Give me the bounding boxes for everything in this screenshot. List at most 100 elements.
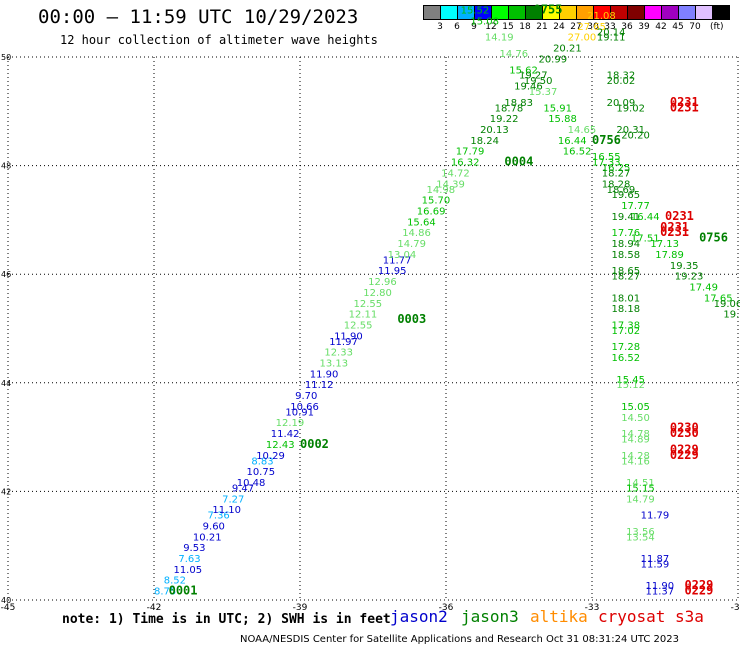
wave-height-value: 11.90 — [646, 581, 675, 592]
legend-unit: (ft) — [710, 22, 724, 32]
wave-height-value: 18.69 — [607, 185, 636, 196]
wave-height-value: 14.72 — [441, 168, 470, 179]
x-tick-label: -39 — [293, 603, 308, 613]
wave-height-value: 20.21 — [553, 44, 582, 55]
wave-height-value: 20.99 — [538, 54, 567, 65]
wave-height-value: 15.91 — [543, 103, 572, 114]
wave-height-value: 17.13 — [650, 239, 679, 250]
data-points: 8.758.5211.057.639.5310.219.607.3611.107… — [154, 6, 740, 598]
wave-height-value: 21.08 — [587, 11, 616, 22]
time-mark: 0230 — [670, 421, 699, 435]
footer-credit: NOAA/NESDIS Center for Satellite Applica… — [240, 634, 679, 645]
wave-height-value: 14.79 — [626, 494, 655, 505]
wave-height-value: 11.77 — [383, 255, 412, 266]
wave-height-value: 18.94 — [611, 239, 640, 250]
wave-height-value: 10.29 — [256, 451, 285, 462]
wave-height-value: 15.08 — [470, 16, 499, 27]
wave-height-value: 11.12 — [305, 380, 334, 391]
wave-height-value: 9.53 — [183, 543, 205, 554]
time-mark: 0756 — [699, 231, 728, 245]
axis-ticks: -45 -42 -39 -36 -33 -30 40 42 44 46 48 50 — [1, 53, 740, 613]
wave-height-value: 18.65 — [611, 266, 640, 277]
x-tick-label: -42 — [147, 603, 162, 613]
wave-height-value: 7.63 — [178, 554, 200, 565]
wave-height-value: 11.90 — [310, 369, 339, 380]
wave-height-value: 10.21 — [193, 532, 222, 543]
wave-height-value: 18.27 — [611, 272, 640, 283]
legend-label: 21 — [536, 22, 548, 32]
wave-height-value: 13.04 — [388, 250, 417, 261]
legend-label: 12 — [485, 22, 497, 32]
y-tick-label: 40 — [1, 596, 11, 605]
wave-height-value: 15.15 — [626, 483, 655, 494]
wave-height-value: 18.27 — [602, 168, 631, 179]
legend-label: 15 — [502, 22, 514, 32]
wave-height-value: 15.52 — [461, 6, 490, 17]
wave-height-value: 19.41 — [611, 212, 640, 223]
x-tick-label: -33 — [585, 603, 600, 613]
wave-height-value: 19.06 — [714, 299, 740, 310]
legend-label: 33 — [604, 22, 616, 32]
wave-height-value: 20.14 — [597, 27, 626, 38]
wave-height-value: 19.35 — [670, 261, 699, 272]
wave-height-value: 19.02 — [616, 103, 645, 114]
wave-height-value: 7.27 — [222, 494, 244, 505]
wave-height-value: 19.46 — [514, 82, 543, 93]
wave-height-value: 16.44 — [631, 212, 660, 223]
sat-altika: altika — [530, 607, 588, 626]
legend-label: 30 — [587, 22, 599, 32]
time-mark: 0231 — [665, 209, 694, 223]
wave-height-value: 16.44 — [558, 136, 587, 147]
wave-height-value: 12.19 — [276, 418, 305, 429]
wave-height-value: 16.52 — [563, 147, 592, 158]
wave-height-value: 9.70 — [295, 391, 317, 402]
legend-label: 18 — [519, 22, 531, 32]
wave-height-value: 27.00 — [568, 33, 597, 44]
wave-height-value: 14.51 — [626, 478, 655, 489]
time-mark: 0229 — [670, 442, 699, 456]
wave-height-value: 16.32 — [451, 158, 480, 169]
wave-height-value: 8.75 — [154, 587, 176, 598]
time-mark: 0231 — [670, 95, 699, 109]
wave-height-value: 12.43 — [266, 440, 295, 451]
wave-height-value: 9.47 — [232, 483, 254, 494]
legend-label: 24 — [553, 22, 565, 32]
sat-jason3: jason3 — [461, 607, 519, 626]
wave-height-value: 11.79 — [641, 511, 670, 522]
x-tick-label: -45 — [1, 603, 16, 613]
wave-height-value: 17.38 — [611, 321, 640, 332]
wave-height-value: 20.09 — [607, 98, 636, 109]
x-tick-label: -36 — [439, 603, 454, 613]
legend-label: 9 — [471, 22, 477, 32]
legend-label: 3 — [437, 22, 443, 32]
wave-height-value: 10.48 — [237, 478, 266, 489]
time-marks: 0001000200030004075507560756023102310231… — [169, 3, 728, 598]
wave-height-value: 15.05 — [621, 402, 650, 413]
legend-label: 39 — [638, 22, 650, 32]
wave-height-value: 10.75 — [246, 467, 275, 478]
wave-height-value: 10.91 — [285, 407, 314, 418]
wave-height-value: 20.20 — [621, 130, 650, 141]
wave-height-value: 14.78 — [621, 429, 650, 440]
wave-height-value: 19.27 — [519, 71, 548, 82]
legend-label: 6 — [454, 22, 460, 32]
wave-height-value: 17.49 — [689, 282, 718, 293]
legend-label: 70 — [689, 22, 701, 32]
wave-height-value: 11.87 — [641, 554, 670, 565]
wave-height-value: 15.12 — [616, 380, 645, 391]
wave-height-value: 15.62 — [509, 65, 538, 76]
sat-s3a: s3a — [675, 607, 704, 626]
wave-height-value: 12.55 — [354, 299, 383, 310]
wave-height-value: 13.13 — [319, 359, 348, 370]
wave-height-value: 15.64 — [407, 217, 436, 228]
wave-height-value: 14.98 — [427, 185, 456, 196]
time-mark: 0755 — [534, 3, 563, 17]
wave-height-value: 11.10 — [212, 505, 241, 516]
wave-height-value: 19.50 — [524, 76, 553, 87]
y-tick-label: 42 — [1, 487, 11, 496]
wave-height-value: 11.05 — [173, 565, 202, 576]
wave-height-value: 10.66 — [290, 402, 319, 413]
sat-cryosat: cryosat — [598, 607, 666, 626]
wave-height-value: 14.79 — [397, 239, 426, 250]
